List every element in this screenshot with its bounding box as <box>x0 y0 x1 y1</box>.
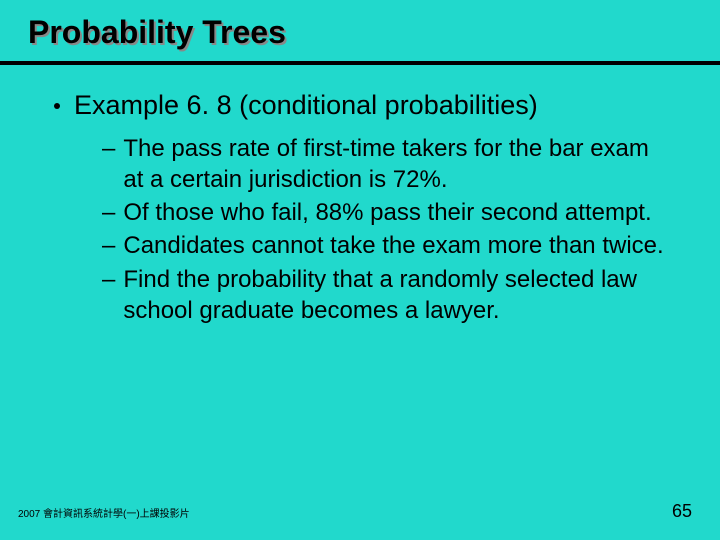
dash-icon: – <box>102 133 115 164</box>
sub-bullet-item: – Find the probability that a randomly s… <box>102 264 670 326</box>
content-area: Example 6. 8 (conditional probabilities)… <box>0 65 720 326</box>
slide-title: Probability Trees <box>28 14 720 51</box>
sub-bullet-text: Find the probability that a randomly sel… <box>123 264 670 326</box>
dash-icon: – <box>102 197 115 228</box>
sub-bullet-list: – The pass rate of first-time takers for… <box>54 133 680 326</box>
bullet-dot-icon <box>54 103 60 109</box>
sub-bullet-text: The pass rate of first-time takers for t… <box>123 133 670 195</box>
dash-icon: – <box>102 264 115 295</box>
sub-bullet-item: – The pass rate of first-time takers for… <box>102 133 670 195</box>
page-number: 65 <box>672 501 692 522</box>
slide: Probability Trees Example 6. 8 (conditio… <box>0 0 720 540</box>
footer-left-text: 2007 會計資訊系統計學(一)上課投影片 <box>18 505 190 520</box>
bullet-item: Example 6. 8 (conditional probabilities) <box>54 89 680 123</box>
title-area: Probability Trees <box>0 0 720 61</box>
sub-bullet-text: Candidates cannot take the exam more tha… <box>123 230 663 261</box>
sub-bullet-item: – Candidates cannot take the exam more t… <box>102 230 670 261</box>
dash-icon: – <box>102 230 115 261</box>
sub-bullet-item: – Of those who fail, 88% pass their seco… <box>102 197 670 228</box>
sub-bullet-text: Of those who fail, 88% pass their second… <box>123 197 651 228</box>
bullet-text: Example 6. 8 (conditional probabilities) <box>74 89 538 123</box>
